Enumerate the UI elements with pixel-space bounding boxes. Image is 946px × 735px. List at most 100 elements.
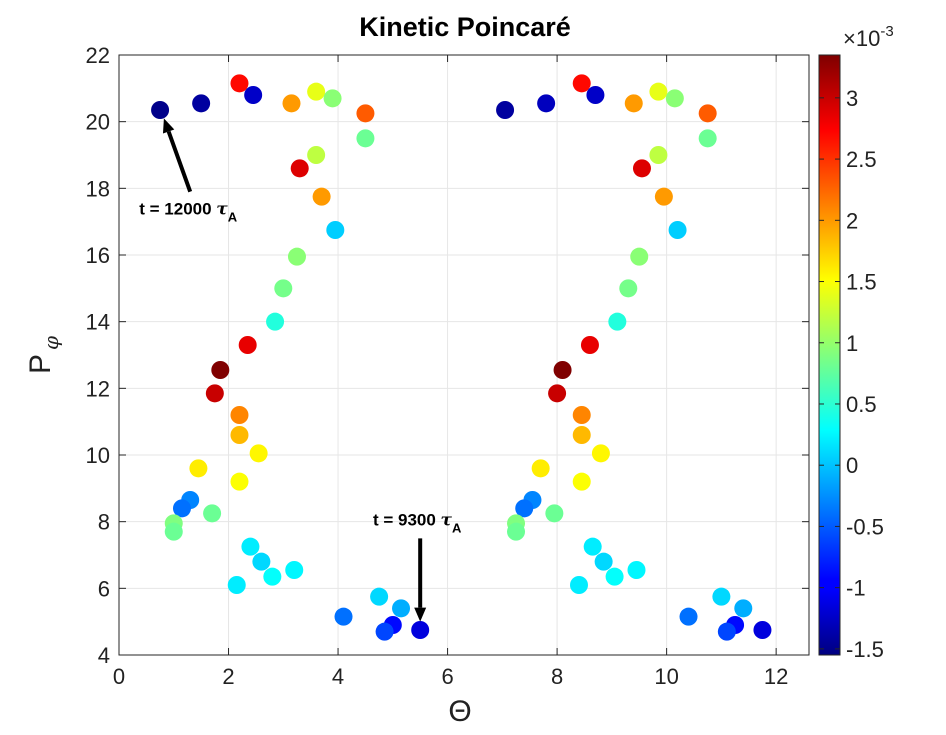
chart-title: Kinetic Poincaré xyxy=(359,12,571,42)
y-axis-label-main: P xyxy=(24,354,57,374)
scatter-point xyxy=(698,129,717,148)
y-tick-label: 18 xyxy=(86,176,110,201)
scatter-point xyxy=(717,622,736,641)
y-tick-label: 20 xyxy=(86,110,110,135)
scatter-point xyxy=(580,336,599,354)
scatter-point xyxy=(326,221,345,239)
scatter-point xyxy=(627,561,646,579)
scatter-point xyxy=(307,82,326,101)
colorbar-tick-label: 3 xyxy=(846,86,858,111)
x-tick-label: 0 xyxy=(113,664,125,689)
scatter-point xyxy=(594,552,613,571)
scatter-point xyxy=(230,74,249,93)
scatter-point xyxy=(307,146,326,164)
scatter-point xyxy=(189,459,208,478)
scatter-point xyxy=(164,522,183,541)
colorbar-tick-label: 2 xyxy=(846,208,858,233)
colorbar-ticks: -1.5 -1 -0.5 0 0.5 1 1.5 2 2.5 3 xyxy=(819,86,884,662)
scatter-point xyxy=(531,459,550,478)
annotation-arrow-shaft xyxy=(166,130,193,193)
colorbar-tick-label: 0 xyxy=(846,453,858,478)
scatter-point xyxy=(753,621,772,639)
colorbar xyxy=(818,54,841,656)
y-tick-label: 8 xyxy=(98,510,110,535)
scatter-point xyxy=(619,279,638,298)
scatter-point xyxy=(252,552,271,571)
scatter-point xyxy=(282,94,301,113)
scatter-point xyxy=(630,247,649,266)
scatter-point xyxy=(230,472,249,491)
scatter-point xyxy=(285,561,304,579)
scatter-point xyxy=(244,86,263,104)
scatter-point xyxy=(572,426,591,444)
scatter-point xyxy=(192,94,211,113)
scatter-point xyxy=(583,537,602,556)
x-tick-label: 6 xyxy=(441,664,453,689)
annotation-subscript: A xyxy=(228,210,238,225)
y-tick-label: 10 xyxy=(86,443,110,468)
scatter-point xyxy=(392,599,411,618)
scatter-point xyxy=(515,499,534,518)
annotation-symbol: τ xyxy=(441,510,453,530)
colorbar-tick-label: -0.5 xyxy=(846,514,884,539)
scatter-point xyxy=(287,247,306,266)
scatter-point xyxy=(230,406,249,424)
scatter-point xyxy=(411,621,430,639)
scatter-point xyxy=(249,444,268,463)
colorbar-tick-label: 1.5 xyxy=(846,270,877,295)
scatter-point xyxy=(263,567,282,586)
scatter-point xyxy=(734,599,753,618)
colorbar-exponent-base: ×10 xyxy=(843,26,880,51)
scatter-point xyxy=(266,312,285,331)
scatter-point xyxy=(211,361,230,379)
y-tick-label: 22 xyxy=(86,43,110,68)
plot-area xyxy=(119,55,809,655)
scatter-point xyxy=(537,94,556,113)
annotation-symbol: τ xyxy=(216,200,228,220)
scatter-point xyxy=(712,587,731,606)
colorbar-tick-label: 1 xyxy=(846,331,858,356)
scatter-point xyxy=(548,384,567,403)
grid-lines xyxy=(119,55,809,655)
scatter-point xyxy=(356,129,375,148)
scatter-point xyxy=(668,221,687,239)
scatter-point xyxy=(312,187,331,206)
annotation-arrow-head xyxy=(414,607,427,622)
scatter-point xyxy=(238,336,257,354)
colorbar-exponent-power: -3 xyxy=(880,23,893,40)
scatter-point xyxy=(624,94,643,113)
y-tick-label: 6 xyxy=(98,576,110,601)
scatter-point xyxy=(649,82,668,101)
scatter-point xyxy=(570,576,588,594)
scatter-point xyxy=(572,472,591,491)
scatter-point xyxy=(572,74,591,93)
scatter-point xyxy=(591,444,610,463)
colorbar-tick-label: 0.5 xyxy=(846,392,877,417)
scatter-point xyxy=(356,104,375,123)
plot-frame xyxy=(118,54,810,656)
scatter-point xyxy=(632,159,651,178)
scatter-point xyxy=(375,622,394,641)
x-axis-label: Θ xyxy=(448,695,471,728)
scatter-point xyxy=(274,279,293,298)
axis-ticks: 0 2 4 6 8 10 12 4 6 8 10 12 14 16 18 20 22 xyxy=(86,43,809,689)
x-tick-label: 12 xyxy=(764,664,788,689)
scatter-points xyxy=(151,74,772,641)
scatter-point xyxy=(290,159,309,178)
scatter-point xyxy=(649,146,668,164)
scatter-point xyxy=(572,406,591,424)
x-tick-label: 2 xyxy=(222,664,234,689)
annotation-label: t = 12000 τA xyxy=(139,200,237,225)
colorbar-tick-label: 2.5 xyxy=(846,147,877,172)
scatter-point xyxy=(334,607,353,626)
x-tick-label: 4 xyxy=(332,664,344,689)
annotation-arrow-head xyxy=(162,118,175,134)
annotations: t = 12000 τAt = 9300 τA xyxy=(139,118,462,622)
colorbar-exponent: ×10-3 xyxy=(843,23,894,51)
scatter-point xyxy=(227,576,246,594)
scatter-point xyxy=(608,312,627,331)
scatter-point xyxy=(654,187,673,206)
annotation-text: t = 12000 xyxy=(139,200,216,219)
scatter-point xyxy=(323,89,342,108)
